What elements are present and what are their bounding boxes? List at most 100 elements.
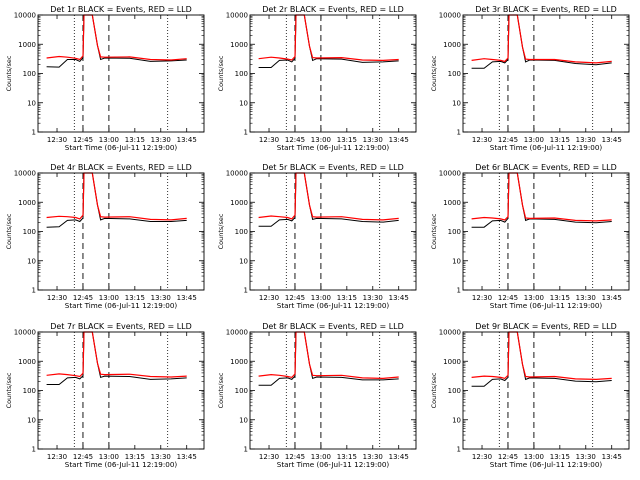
series-events-line [471, 14, 612, 69]
y-tick-label: 10000 [226, 12, 248, 20]
chart-panel-3: Det 3r BLACK = Events, RED = LLD Counts/s… [430, 5, 630, 152]
series-events-line [258, 331, 399, 386]
x-tick-label: 13:15 [337, 294, 357, 302]
x-axis-label: Start Time (06-Jul-11 12:19:00) [490, 460, 603, 469]
x-tick-label: 13:15 [550, 294, 570, 302]
y-tick-label: 1 [32, 446, 36, 454]
series-events-line [258, 172, 399, 227]
plot-frame [462, 14, 630, 133]
x-tick-label: 13:45 [602, 453, 622, 461]
y-tick-label: 1 [244, 287, 248, 295]
x-tick-label: 13:30 [576, 453, 596, 461]
chart-panel-4: Det 4r BLACK = Events, RED = LLD Counts/s… [5, 163, 205, 310]
x-axis-label: Start Time (06-Jul-11 12:19:00) [277, 143, 390, 152]
series-events-line [471, 331, 612, 387]
x-tick-label: 13:45 [177, 294, 197, 302]
series-lld-line [471, 172, 612, 222]
x-tick-label: 12:30 [47, 294, 67, 302]
y-tick-label: 10000 [14, 170, 36, 178]
y-axis-label: Counts/sec [217, 372, 225, 408]
y-tick-label: 1000 [230, 358, 248, 366]
chart-title: Det 7r BLACK = Events, RED = LLD [50, 322, 192, 331]
x-tick-label: 13:30 [576, 294, 596, 302]
y-tick-label: 100 [23, 228, 36, 236]
x-axis-label: Start Time (06-Jul-11 12:19:00) [490, 301, 603, 310]
x-tick-label: 13:15 [337, 453, 357, 461]
x-tick-label: 13:30 [363, 136, 383, 144]
x-tick-label: 13:30 [151, 453, 171, 461]
x-tick-label: 13:30 [363, 453, 383, 461]
x-tick-label: 13:45 [177, 453, 197, 461]
y-tick-label: 1000 [18, 41, 36, 49]
x-tick-label: 13:00 [99, 294, 119, 302]
y-tick-label: 10 [452, 416, 461, 424]
y-axis-label: Counts/sec [217, 213, 225, 249]
x-tick-label: 12:45 [498, 453, 518, 461]
series-lld-line [46, 14, 187, 61]
y-tick-label: 100 [23, 387, 36, 395]
y-tick-label: 100 [448, 387, 461, 395]
x-axis-label: Start Time (06-Jul-11 12:19:00) [65, 460, 178, 469]
series-lld-line [258, 14, 399, 62]
y-tick-label: 1000 [230, 41, 248, 49]
chart-panel-8: Det 8r BLACK = Events, RED = LLD Counts/s… [217, 322, 417, 469]
y-tick-label: 1 [457, 287, 461, 295]
x-tick-label: 13:00 [524, 453, 544, 461]
x-tick-label: 13:45 [602, 136, 622, 144]
x-tick-label: 13:00 [311, 136, 331, 144]
y-axis-label: Counts/sec [217, 55, 225, 91]
chart-panel-2: Det 2r BLACK = Events, RED = LLD Counts/s… [217, 5, 417, 152]
chart-title: Det 4r BLACK = Events, RED = LLD [50, 163, 192, 172]
y-axis-label: Counts/sec [430, 372, 438, 408]
x-tick-label: 12:45 [498, 294, 518, 302]
y-tick-label: 10000 [439, 12, 461, 20]
y-tick-label: 10 [452, 257, 461, 265]
y-tick-label: 10 [27, 416, 36, 424]
chart-title: Det 6r BLACK = Events, RED = LLD [475, 163, 617, 172]
x-axis-label: Start Time (06-Jul-11 12:19:00) [490, 143, 603, 152]
series-lld-line [46, 331, 187, 378]
x-tick-label: 13:45 [602, 294, 622, 302]
plot-frame [37, 172, 205, 291]
x-tick-label: 12:45 [285, 453, 305, 461]
y-tick-label: 10 [452, 99, 461, 107]
y-tick-label: 1000 [18, 199, 36, 207]
y-tick-label: 10 [239, 257, 248, 265]
x-tick-label: 13:15 [550, 453, 570, 461]
x-tick-label: 13:15 [125, 294, 145, 302]
y-tick-label: 1000 [230, 199, 248, 207]
y-tick-label: 10 [239, 416, 248, 424]
y-axis-label: Counts/sec [5, 372, 13, 408]
y-tick-label: 10000 [226, 170, 248, 178]
x-tick-label: 13:30 [363, 294, 383, 302]
plot-frame [37, 331, 205, 450]
x-tick-label: 13:45 [177, 136, 197, 144]
x-tick-label: 12:30 [472, 294, 492, 302]
chart-panel-5: Det 5r BLACK = Events, RED = LLD Counts/s… [217, 163, 417, 310]
x-tick-label: 13:00 [524, 294, 544, 302]
x-tick-label: 13:30 [151, 294, 171, 302]
series-lld-line [471, 331, 612, 381]
y-tick-label: 100 [448, 70, 461, 78]
x-tick-label: 12:45 [498, 136, 518, 144]
x-axis-label: Start Time (06-Jul-11 12:19:00) [277, 460, 390, 469]
series-events-line [46, 172, 187, 228]
series-lld-line [258, 172, 399, 221]
y-tick-label: 1000 [443, 41, 461, 49]
x-tick-label: 13:45 [389, 453, 409, 461]
x-axis-label: Start Time (06-Jul-11 12:19:00) [65, 301, 178, 310]
x-tick-label: 13:15 [550, 136, 570, 144]
y-axis-label: Counts/sec [5, 55, 13, 91]
chart-title: Det 1r BLACK = Events, RED = LLD [50, 5, 192, 14]
x-tick-label: 12:30 [47, 136, 67, 144]
chart-title: Det 8r BLACK = Events, RED = LLD [262, 322, 404, 331]
x-axis-label: Start Time (06-Jul-11 12:19:00) [65, 143, 178, 152]
y-tick-label: 10000 [14, 12, 36, 20]
y-axis-label: Counts/sec [5, 213, 13, 249]
x-tick-label: 13:15 [125, 136, 145, 144]
y-axis-label: Counts/sec [430, 213, 438, 249]
y-tick-label: 10000 [226, 329, 248, 337]
y-tick-label: 10000 [14, 329, 36, 337]
